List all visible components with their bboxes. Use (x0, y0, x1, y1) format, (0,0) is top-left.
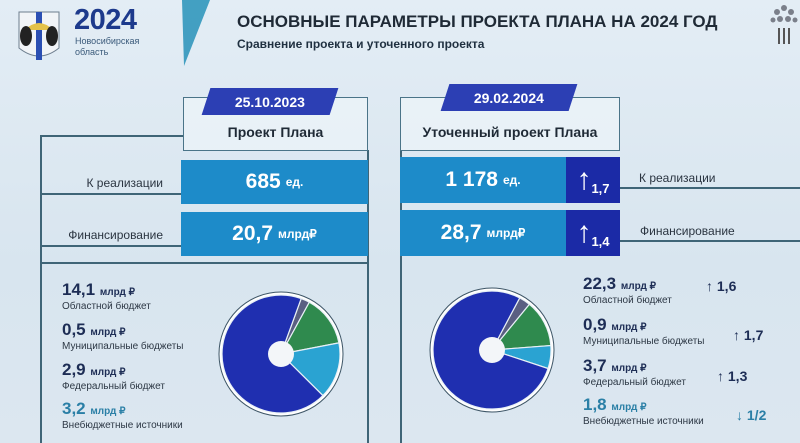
source-label: Внебюджетные источники (62, 420, 183, 431)
decorative-triangle (182, 0, 210, 66)
arrow-up-icon: ↑ (706, 278, 713, 294)
year-logo: 2024 (74, 4, 137, 36)
slice-off-budget (279, 342, 341, 397)
right-date-banner: 29.02.2024 (440, 84, 578, 111)
right-financing-label: Финансирование (640, 224, 735, 238)
slice-federal (279, 301, 340, 355)
page-title: ОСНОВНЫЕ ПАРАМЕТРЫ ПРОЕКТА ПЛАНА НА 2024… (237, 12, 718, 31)
left-frame-right (367, 150, 369, 443)
left-financing-label: Финансирование (68, 228, 163, 242)
source-value: 3,7 млрд ₽ (583, 356, 647, 375)
realization-change: ↑ 1,7 (566, 157, 620, 203)
slice-municipal (491, 297, 531, 351)
left-heading: Проект Плана (227, 124, 324, 140)
left-realization-value: 685 ед. (181, 160, 368, 204)
divider (40, 193, 181, 195)
financing-change: ↑ 1,4 (566, 210, 620, 256)
arrow-up-icon: ↑ (576, 163, 592, 196)
right-realization-value: 1 178 ед. (400, 157, 566, 203)
source-value: 22,3 млрд ₽ (583, 274, 656, 293)
source-value: 0,9 млрд ₽ (583, 315, 647, 334)
source-change: ↑ 1,3 (717, 368, 748, 384)
arrow-down-icon: ↓ (736, 407, 743, 423)
left-frame-line (40, 135, 42, 443)
source-value: 2,9 млрд ₽ (62, 360, 126, 379)
right-date: 29.02.2024 (473, 89, 545, 106)
right-heading: Уточенный проект Плана (422, 124, 598, 140)
source-label: Муниципальные бюджеты (62, 341, 184, 352)
arrow-up-icon: ↑ (576, 216, 592, 249)
slice-regional (221, 294, 324, 414)
region-name: Новосибирская область (75, 36, 140, 57)
source-change: ↑ 1,6 (706, 278, 737, 294)
source-label: Федеральный бюджет (62, 381, 165, 392)
divider (40, 262, 368, 264)
slice-regional (432, 290, 549, 410)
left-date-banner: 25.10.2023 (201, 88, 339, 115)
page-subtitle: Сравнение проекта и уточенного проекта (237, 37, 485, 51)
source-change: ↓ 1/2 (736, 407, 767, 423)
source-label: Внебюджетные источники (583, 416, 704, 427)
left-financing-value: 20,7 млрд₽ (181, 212, 368, 256)
left-realization-label: К реализации (86, 176, 163, 190)
source-value: 3,2 млрд ₽ (62, 399, 126, 418)
coat-of-arms-icon (18, 11, 60, 60)
divider (40, 245, 181, 247)
divider (620, 240, 800, 242)
right-frame-left (400, 150, 402, 443)
pie-ring (218, 291, 344, 417)
slice-municipal (280, 297, 311, 355)
slice-off-budget (491, 344, 552, 370)
divider (620, 187, 800, 189)
source-label: Областной бюджет (62, 301, 151, 312)
source-value: 14,1 млрд ₽ (62, 280, 135, 299)
slice-federal (490, 303, 552, 351)
source-label: Областной бюджет (583, 295, 672, 306)
source-change: ↑ 1,7 (733, 327, 764, 343)
source-value: 1,8 млрд ₽ (583, 395, 647, 414)
arrow-up-icon: ↑ (733, 327, 740, 343)
pie-hole (268, 341, 294, 367)
pie-hole (479, 337, 505, 363)
tree-logo-icon (770, 5, 798, 44)
left-frame-top (40, 135, 183, 137)
source-value: 0,5 млрд ₽ (62, 320, 126, 339)
source-label: Муниципальные бюджеты (583, 336, 705, 347)
right-financing-value: 28,7 млрд₽ (400, 210, 566, 256)
right-realization-label: К реализации (639, 171, 716, 185)
arrow-up-icon: ↑ (717, 368, 724, 384)
left-date: 25.10.2023 (234, 93, 306, 110)
pie-ring (429, 287, 555, 413)
source-label: Федеральный бюджет (583, 377, 686, 388)
